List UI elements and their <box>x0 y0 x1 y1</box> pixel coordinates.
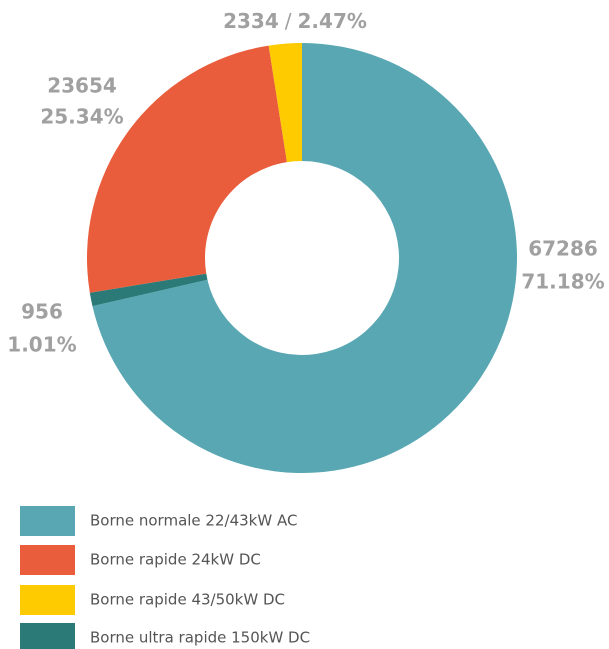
value-label-group: 2334/2.47% <box>223 9 367 33</box>
legend-label: Borne ultra rapide 150kW DC <box>90 629 310 647</box>
legend-swatch <box>20 585 75 615</box>
percent-label: 1.01% <box>7 333 76 357</box>
legend-label: Borne rapide 24kW DC <box>90 551 261 569</box>
separator: / <box>285 9 292 33</box>
percent-label: 25.34% <box>40 105 123 129</box>
legend-swatch <box>20 506 75 536</box>
legend-swatch <box>20 623 75 649</box>
donut-slice <box>92 43 517 474</box>
legend-label: Borne rapide 43/50kW DC <box>90 591 285 609</box>
donut-slice <box>89 273 208 307</box>
percent-label: 71.18% <box>521 270 604 294</box>
percent-label: 2.47% <box>298 9 367 33</box>
value-label: 956 <box>21 300 63 324</box>
value-label: 2334 <box>223 9 279 33</box>
value-label: 67286 <box>528 237 598 261</box>
legend-label: Borne normale 22/43kW AC <box>90 512 297 530</box>
donut-slice <box>268 43 302 163</box>
donut-slice <box>87 45 287 293</box>
legend-swatch <box>20 545 75 575</box>
value-label: 23654 <box>47 74 117 98</box>
